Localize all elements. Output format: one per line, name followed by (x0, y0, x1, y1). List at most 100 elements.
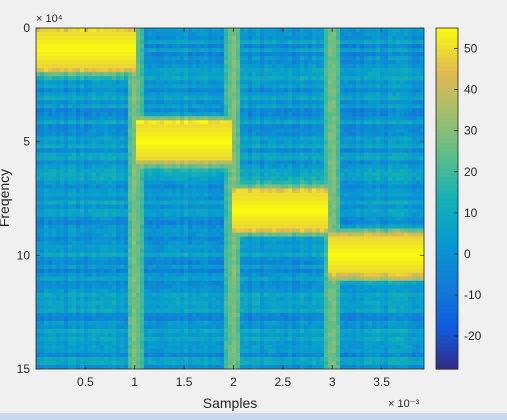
heatmap-cell (136, 128, 141, 133)
heatmap-cell (268, 208, 273, 214)
heatmap-cell (76, 244, 81, 250)
heatmap-cell (164, 236, 169, 242)
heatmap-cell (48, 32, 53, 37)
heatmap-cell (224, 336, 229, 342)
heatmap-cell (92, 64, 97, 69)
heatmap-cell (52, 72, 57, 77)
heatmap-cell (68, 48, 73, 53)
heatmap-cell (92, 164, 97, 170)
heatmap-cell (208, 168, 213, 174)
heatmap-cell (128, 56, 133, 61)
heatmap-cell (236, 176, 241, 182)
heatmap-cell (224, 116, 229, 121)
heatmap-cell (148, 188, 153, 194)
heatmap-cell (144, 340, 149, 346)
heatmap-cell (96, 168, 101, 174)
heatmap-cell (68, 168, 73, 174)
heatmap-cell (80, 172, 85, 178)
heatmap-cell (216, 224, 221, 230)
heatmap-cell (244, 112, 249, 117)
heatmap-cell (144, 200, 149, 206)
heatmap-cell (260, 240, 265, 246)
heatmap-cell (232, 312, 237, 318)
heatmap-cell (252, 40, 257, 45)
heatmap-cell (220, 104, 225, 109)
heatmap-cell (180, 180, 185, 186)
heatmap-cell (68, 120, 73, 125)
heatmap-cell (248, 64, 253, 69)
heatmap-cell (40, 116, 45, 121)
heatmap-cell (80, 124, 85, 129)
heatmap-cell (168, 328, 173, 334)
heatmap-cell (136, 268, 141, 274)
heatmap-cell (100, 312, 105, 318)
heatmap-cell (240, 280, 245, 286)
heatmap-cell (232, 108, 237, 113)
heatmap-cell (168, 312, 173, 318)
heatmap-cell (212, 240, 217, 246)
heatmap-cell (72, 92, 77, 97)
heatmap-cell (124, 308, 129, 314)
heatmap-cell (124, 324, 129, 330)
heatmap-cell (240, 148, 245, 153)
heatmap-cell (240, 76, 245, 81)
heatmap-cell (224, 264, 229, 270)
heatmap-cell (248, 176, 253, 182)
heatmap-cell (112, 260, 117, 266)
heatmap-cell (176, 304, 181, 310)
heatmap-cell (224, 108, 229, 113)
heatmap-cell (232, 48, 237, 53)
heatmap-cell (172, 192, 177, 198)
heatmap-cell (72, 36, 77, 41)
heatmap-cell (176, 128, 181, 133)
heatmap-cell (136, 64, 141, 69)
heatmap-cell (188, 152, 193, 157)
heatmap-cell (168, 220, 173, 226)
heatmap-cell (120, 252, 125, 258)
heatmap-cell (244, 80, 249, 85)
heatmap-cell (188, 52, 193, 57)
heatmap-cell (132, 140, 137, 145)
heatmap-cell (144, 188, 149, 194)
heatmap-cell (148, 84, 153, 89)
heatmap-cell (120, 28, 125, 33)
heatmap-cell (196, 236, 201, 242)
heatmap-cell (208, 64, 213, 69)
heatmap-cell (100, 88, 105, 93)
heatmap-cell (124, 244, 129, 250)
heatmap-cell (44, 260, 49, 266)
heatmap-cell (156, 100, 161, 105)
heatmap-cell (52, 152, 57, 157)
heatmap-cell (148, 92, 153, 97)
heatmap-cell (224, 328, 229, 334)
heatmap-cell (160, 172, 165, 178)
heatmap-cell (80, 44, 85, 49)
heatmap-cell (144, 328, 149, 334)
heatmap-cell (212, 136, 217, 141)
heatmap-cell (236, 344, 241, 350)
heatmap-cell (244, 168, 249, 174)
heatmap-cell (108, 56, 113, 61)
heatmap-cell (92, 264, 97, 270)
heatmap-cell (176, 188, 181, 194)
heatmap-cell (160, 276, 165, 282)
heatmap-cell (84, 124, 89, 129)
heatmap-cell (104, 96, 109, 101)
heatmap-cell (200, 192, 205, 198)
heatmap-cell (160, 344, 165, 350)
heatmap-cell (216, 132, 221, 137)
heatmap-cell (184, 300, 189, 306)
heatmap-cell (88, 140, 93, 145)
heatmap-cell (100, 144, 105, 149)
heatmap-cell (100, 304, 105, 310)
heatmap-cell (44, 200, 49, 206)
heatmap-cell (192, 196, 197, 202)
heatmap-cell (40, 304, 45, 310)
heatmap-cell (220, 224, 225, 230)
heatmap-cell (56, 172, 61, 178)
heatmap-cell (204, 332, 209, 338)
heatmap-cell (120, 92, 125, 97)
heatmap-cell (164, 248, 169, 254)
heatmap-cell (136, 160, 141, 165)
heatmap-cell (176, 84, 181, 89)
